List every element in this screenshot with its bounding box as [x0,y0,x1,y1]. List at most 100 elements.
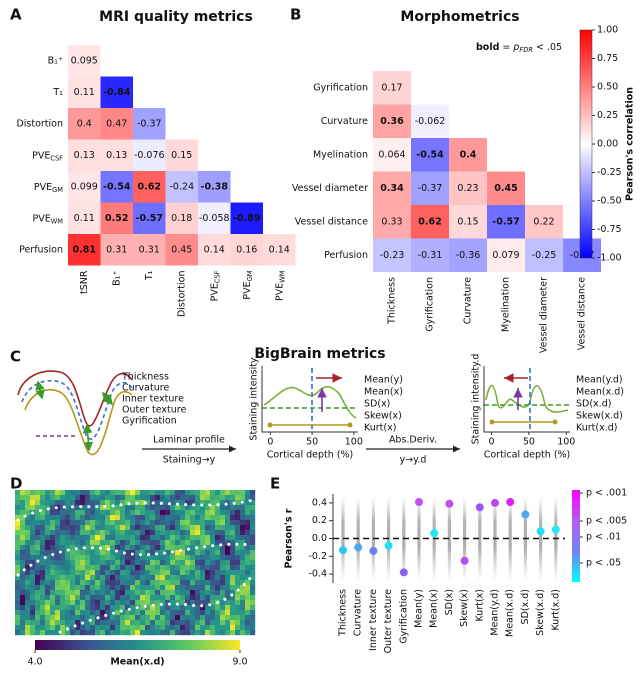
map-pixel [100,630,106,636]
map-pixel [20,625,26,631]
map-pixel [45,585,51,591]
map-pixel [60,520,66,526]
map-pixel [15,520,21,526]
row-label: Myelination [313,149,368,160]
map-pixel [240,515,246,521]
note-part: = [499,42,513,53]
map-pixel [145,580,151,586]
x-tick-label: Kurt(x.d) [550,589,561,631]
cell [449,138,487,172]
map-pixel [145,555,151,561]
map-pixel [205,600,211,606]
map-pixel [35,625,41,631]
map-pixel [25,600,31,606]
map-pixel [195,550,201,556]
map-pixel [210,565,216,571]
row-label: Curvature [321,116,368,127]
map-pixel [165,600,171,606]
map-pixel [115,585,121,591]
map-pixel [60,525,66,531]
map-pixel [80,545,86,551]
y-axis-label: Pearson's r [284,508,295,568]
map-pixel [120,615,126,621]
map-pixel [200,630,206,636]
map-pixel [240,545,246,551]
map-pixel [170,625,176,631]
map-pixel [200,540,206,546]
map-pixel [30,580,36,586]
map-pixel [120,560,126,566]
cell [373,205,411,239]
map-pixel [195,505,201,511]
map-pixel [145,610,151,616]
map-pixel [75,515,81,521]
map-pixel [185,625,191,631]
map-pixel [70,575,76,581]
map-pixel [50,495,56,501]
map-pixel [15,515,21,521]
map-pixel [80,630,86,636]
map-pixel [150,575,156,581]
map-pixel [100,530,106,536]
map-pixel [25,620,31,626]
map-pixel [30,600,36,606]
map-pixel [60,500,66,506]
map-pixel [210,500,216,506]
map-pixel [35,595,41,601]
dot [491,498,499,507]
map-pixel [170,565,176,571]
map-pixel [185,610,191,616]
map-pixel [150,540,156,546]
map-pixel [25,525,31,531]
map-pixel [230,490,236,496]
map-pixel [170,620,176,626]
map-pixel [35,520,41,526]
map-pixel [180,490,186,496]
cell-label: 0.099 [71,181,98,192]
map-pixel [70,585,76,591]
map-pixel [160,585,166,591]
column-label: B₁⁺ [111,271,122,286]
map-pixel [70,520,76,526]
map-pixel [150,545,156,551]
arrow-label: Abs.Deriv. [389,435,437,446]
map-pixel [110,590,116,596]
row-label: Distortion [16,118,63,129]
map-pixel [190,500,196,506]
map-pixel [205,615,211,621]
map-pixel [110,505,116,511]
map-pixel [55,605,61,611]
map-pixel [115,560,121,566]
x-tick-label: 0 [267,437,273,448]
map-pixel [170,520,176,526]
map-pixel [155,605,161,611]
map-pixel [60,585,66,591]
map-pixel [120,565,126,571]
row-label: PVECSF [32,150,63,163]
map-pixel [110,515,116,521]
map-pixel [220,590,226,596]
map-pixel [140,560,146,566]
map-pixel [45,560,51,566]
map-pixel [160,560,166,566]
map-pixel [190,595,196,601]
map-pixel [25,490,31,496]
map-pixel [175,615,181,621]
map-pixel [220,560,226,566]
map-pixel [50,575,56,581]
map-pixel [130,490,136,496]
map-pixel [70,490,76,496]
map-pixel [125,550,131,556]
map-pixel [225,585,231,591]
map-pixel [125,570,131,576]
map-pixel [90,550,96,556]
map-pixel [85,555,91,561]
map-pixel [160,600,166,606]
map-pixel [80,555,86,561]
map-pixel [130,585,136,591]
map-pixel [245,510,251,516]
map-pixel [40,545,46,551]
map-pixel [150,580,156,586]
map-pixel [115,535,121,541]
map-pixel [250,600,256,606]
